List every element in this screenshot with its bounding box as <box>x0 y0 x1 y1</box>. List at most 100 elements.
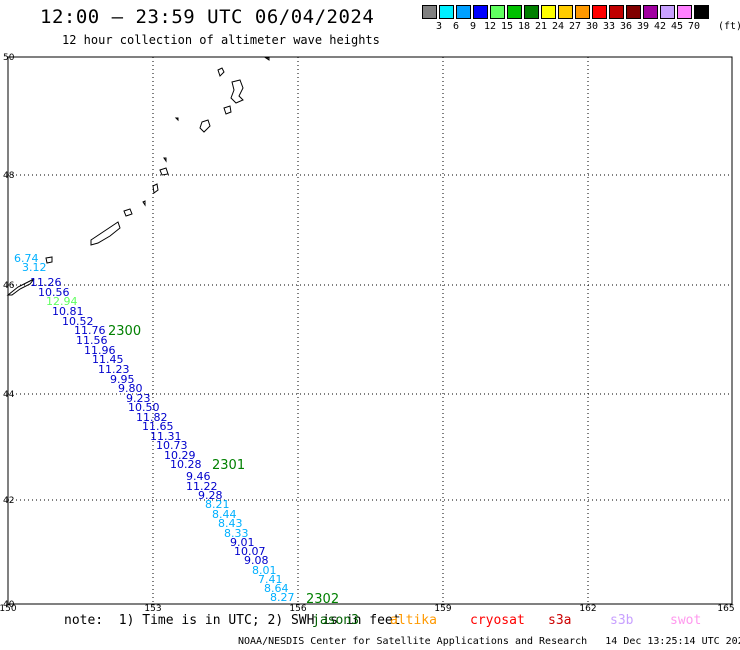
scale-swatch <box>575 5 590 19</box>
wave-height-label: 10.28 <box>170 458 202 471</box>
lon-label: 159 <box>434 604 451 614</box>
wave-height-label: 7.41 <box>258 573 283 586</box>
scale-swatch <box>558 5 573 19</box>
satellite-s3a: s3a <box>548 613 572 628</box>
island-outline <box>45 256 53 264</box>
lat-label: 40 <box>3 600 15 610</box>
wave-height-label: 9.46 <box>186 470 211 483</box>
wave-height-label: 11.22 <box>186 480 218 493</box>
scale-label: 21 <box>534 21 548 32</box>
scale-label: 27 <box>568 21 582 32</box>
wave-height-label: 8.21 <box>205 498 230 511</box>
scale-swatch <box>541 5 556 19</box>
wave-height-label: 8.44 <box>212 508 237 521</box>
wave-height-label: 6.74 <box>14 252 39 265</box>
wave-height-label: 8.33 <box>224 527 249 540</box>
wave-height-label: 11.96 <box>84 344 116 357</box>
wave-height-label: 11.31 <box>150 430 182 443</box>
lon-label: 162 <box>579 604 596 614</box>
scale-label: 24 <box>551 21 565 32</box>
scale-swatch <box>694 5 709 19</box>
island-outline <box>90 221 121 246</box>
wave-height-label: 11.65 <box>142 420 174 433</box>
scale-label: 18 <box>517 21 531 32</box>
wave-height-label: 11.26 <box>30 276 62 289</box>
scale-label: 15 <box>500 21 514 32</box>
wave-height-label: 12.94 <box>46 295 78 308</box>
wave-height-label: 11.56 <box>76 334 108 347</box>
scale-label: 45 <box>670 21 684 32</box>
pass-label: 2300 <box>108 324 141 339</box>
scale-swatch <box>609 5 624 19</box>
island-outline <box>264 57 270 61</box>
credit-line: NOAA/NESDIS Center for Satellite Applica… <box>238 636 740 647</box>
island-outline <box>6 278 35 296</box>
island-outline <box>217 67 225 77</box>
scale-label: 33 <box>602 21 616 32</box>
scale-label: 6 <box>452 21 460 32</box>
pass-label: 2301 <box>212 458 245 473</box>
wave-height-label: 10.52 <box>62 315 94 328</box>
satellite-s3b: s3b <box>610 613 634 628</box>
wave-height-label: 10.29 <box>164 449 196 462</box>
scale-label: 30 <box>585 21 599 32</box>
island-outline <box>223 105 232 115</box>
satellite-jason3: jason3 <box>312 613 359 628</box>
scale-label: 3 <box>435 21 443 32</box>
wave-height-label: 11.23 <box>98 363 130 376</box>
wave-height-label: 11.45 <box>92 353 124 366</box>
scale-swatch <box>626 5 641 19</box>
wave-height-label: 10.50 <box>128 401 160 414</box>
island-outline <box>174 117 179 122</box>
island-outline <box>163 157 167 163</box>
scale-swatch <box>439 5 454 19</box>
wave-height-label: 8.01 <box>252 564 277 577</box>
satellite-swot: swot <box>670 613 702 628</box>
wave-height-label: 10.56 <box>38 286 70 299</box>
scale-swatch <box>677 5 692 19</box>
map-frame <box>7 56 733 605</box>
scale-label: 42 <box>653 21 667 32</box>
wave-height-label: 11.82 <box>136 411 168 424</box>
scale-swatch <box>490 5 505 19</box>
lat-label: 48 <box>3 171 15 181</box>
island-outline <box>142 200 146 207</box>
island-outline <box>123 208 133 217</box>
island-outline <box>230 79 244 104</box>
lon-label: 150 <box>0 604 17 614</box>
lat-label: 42 <box>3 496 14 506</box>
scale-label: 70 <box>687 21 701 32</box>
wave-height-label: 9.95 <box>110 373 135 386</box>
wave-height-label: 8.64 <box>264 582 289 595</box>
scale-swatch <box>592 5 607 19</box>
lon-label: 153 <box>144 604 161 614</box>
lon-label: 156 <box>289 604 306 614</box>
wave-height-label: 10.07 <box>234 545 266 558</box>
satellite-altika: altika <box>390 613 437 628</box>
island-outline <box>159 167 169 176</box>
scale-label: 12 <box>483 21 497 32</box>
wave-height-label: 9.23 <box>126 392 151 405</box>
wave-height-label: 8.27 <box>270 591 295 604</box>
lat-label: 50 <box>3 53 15 63</box>
scale-swatch <box>473 5 488 19</box>
lat-label: 46 <box>3 281 15 291</box>
wave-height-label: 9.08 <box>244 554 269 567</box>
scale-swatch <box>507 5 522 19</box>
wave-height-label: 9.01 <box>230 536 255 549</box>
scale-label: 39 <box>636 21 650 32</box>
wave-height-label: 10.81 <box>52 305 84 318</box>
scale-swatch <box>422 5 437 19</box>
scale-label: 36 <box>619 21 633 32</box>
island-outline <box>199 119 211 133</box>
lat-label: 44 <box>3 390 15 400</box>
scale-swatch <box>660 5 675 19</box>
lon-label: 165 <box>717 604 734 614</box>
scale-swatch <box>643 5 658 19</box>
map-subtitle: 12 hour collection of altimeter wave hei… <box>62 33 380 47</box>
island-outline <box>152 183 159 194</box>
wave-height-label: 9.28 <box>198 489 223 502</box>
scale-unit: (ft) <box>718 21 740 32</box>
scale-label: 9 <box>469 21 477 32</box>
